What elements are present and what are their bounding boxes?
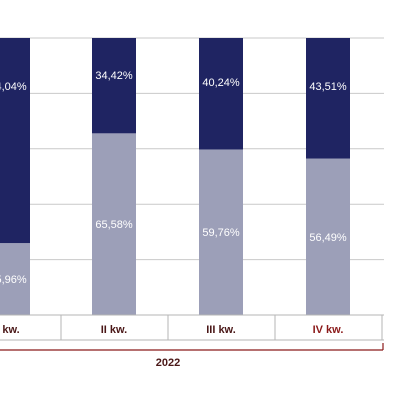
bar-segment <box>306 38 350 159</box>
year-group: 2022 <box>0 343 384 369</box>
bar-segment <box>92 38 136 134</box>
data-label: 74,04% <box>0 81 27 93</box>
bar-segment <box>306 158 350 315</box>
data-label: 65,58% <box>95 219 133 231</box>
bar-segment <box>0 243 30 315</box>
data-label: 25,96% <box>0 274 27 286</box>
bar-segment <box>199 38 243 150</box>
bar-segment <box>92 133 136 315</box>
data-label: 59,76% <box>202 227 240 239</box>
bar-segment <box>0 38 30 244</box>
category-label: III kw. <box>206 324 236 336</box>
data-label: 56,49% <box>309 232 347 244</box>
data-label: 34,42% <box>95 70 133 82</box>
category-axis: I kw. II kw. III kw. IV kw. <box>0 314 384 341</box>
group-label: 2022 <box>156 357 180 369</box>
bars <box>0 38 350 315</box>
segment-labels: 25,96% 74,04% 65,58% 34,42% 59,76% 40,24% 56,4… <box>0 70 347 286</box>
bar-segment <box>199 149 243 315</box>
category-label: IV kw. <box>313 324 344 336</box>
category-label: II kw. <box>101 324 128 336</box>
data-label: 43,51% <box>309 81 347 93</box>
category-label: I kw. <box>0 324 20 336</box>
data-label: 40,24% <box>202 77 240 89</box>
